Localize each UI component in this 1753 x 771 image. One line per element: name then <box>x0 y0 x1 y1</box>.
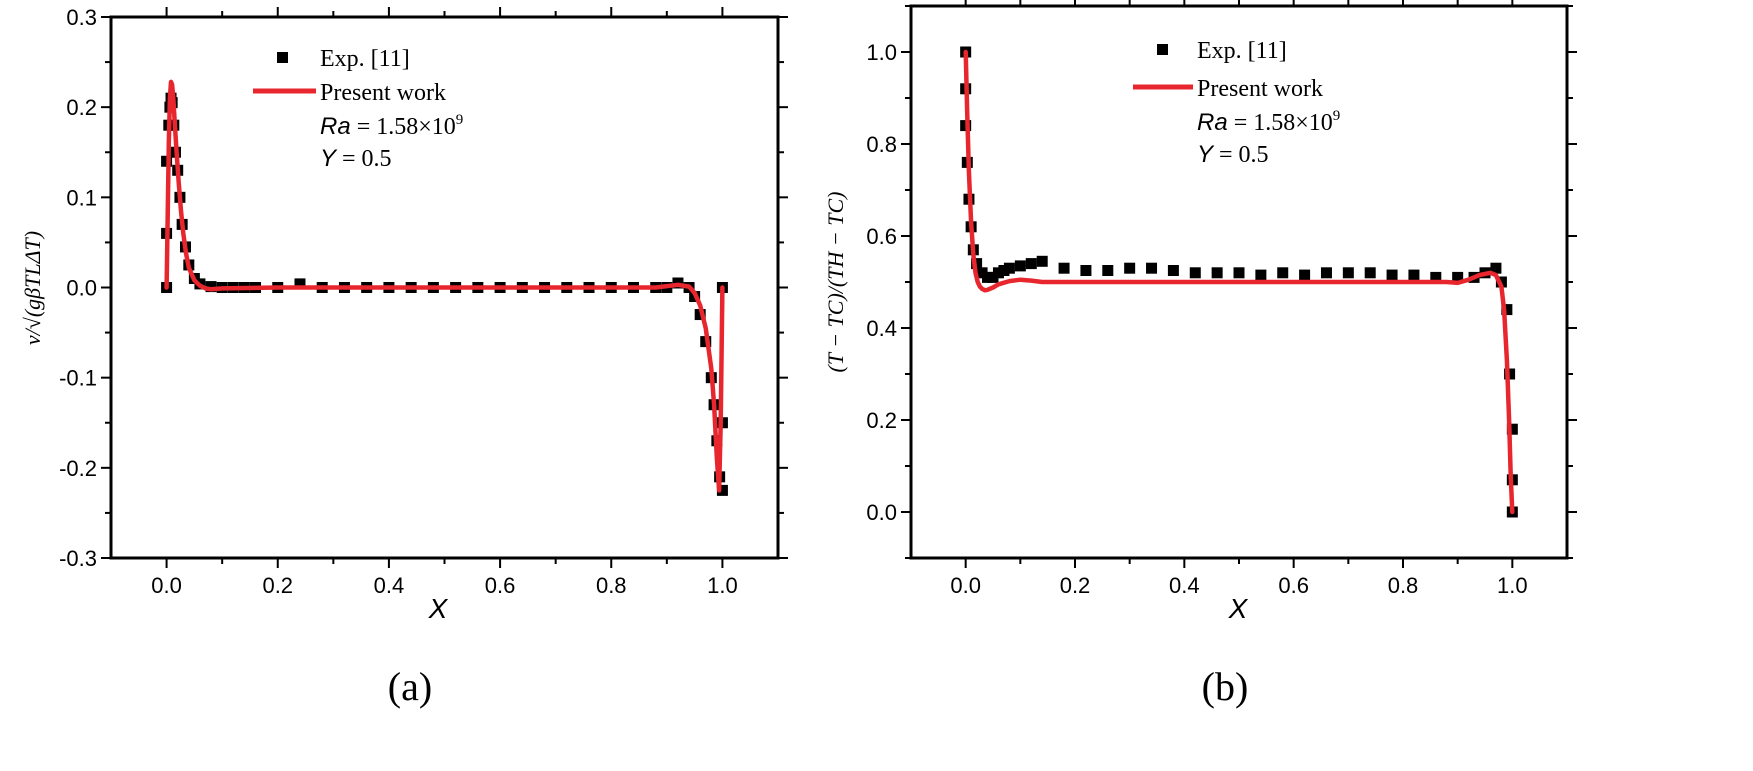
chart-panel-a: 0.0 0.2 0.4 0.6 0.8 1.0 -0.3 -0.2 -0.1 0.0 0.1 0.2 0… <box>20 5 788 709</box>
x-axis-title-a: X <box>428 593 449 624</box>
y-annotation-b: Y = 0.5 <box>1197 141 1269 168</box>
x-axis-title-b: X <box>1228 593 1249 624</box>
ra-value-b: = 1.58×10 <box>1228 110 1333 136</box>
y-tick-label-b: 0.4 <box>866 316 897 341</box>
panel-label-b: (b) <box>1202 664 1249 709</box>
data-point-exp-a <box>294 278 306 290</box>
data-point-exp-b <box>1342 267 1354 279</box>
panel-label-a: (a) <box>388 664 432 709</box>
y-tick-label-b: 0.6 <box>866 224 897 249</box>
y-tick-label-a: -0.3 <box>59 546 97 571</box>
data-point-exp-b <box>1364 267 1376 279</box>
legend-label-exp-b: Exp. [11] <box>1197 38 1287 64</box>
y-tick-label-b: 0.8 <box>866 132 897 157</box>
data-point-exp-b <box>1408 269 1420 281</box>
data-point-exp-b <box>1189 267 1201 279</box>
axis-ticks-a: 0.0 0.2 0.4 0.6 0.8 1.0 -0.3 -0.2 -0.1 0.0 0.1 0.2 0… <box>59 5 788 598</box>
plot-area-b <box>960 46 1518 518</box>
x-tick-label-b: 0.4 <box>1169 573 1200 598</box>
x-tick-label-b: 1.0 <box>1497 573 1528 598</box>
y-tick-label-a: 0.2 <box>66 95 97 120</box>
data-point-exp-b <box>1320 267 1332 279</box>
x-tick-label-a: 0.0 <box>151 573 182 598</box>
data-point-exp-b <box>1003 262 1015 274</box>
y-tick-label-a: -0.1 <box>59 366 97 391</box>
ra-exponent-b: 9 <box>1333 108 1341 124</box>
data-point-exp-b <box>1452 271 1464 283</box>
legend-label-exp-a: Exp. [11] <box>320 46 410 72</box>
y-symbol-a: Y <box>320 145 338 172</box>
ra-symbol-a: Ra <box>320 113 351 140</box>
axis-ticks-b: 0.0 0.2 0.4 0.6 0.8 1.0 0.0 0.2 0.4 0.6 0.8 1.0 <box>866 0 1577 598</box>
y-value-a: = 0.5 <box>336 146 392 172</box>
series-line-present-work-b <box>963 49 1515 515</box>
y-symbol-b: Y <box>1197 141 1215 168</box>
y-annotation-a: Y = 0.5 <box>320 145 392 172</box>
y-tick-label-a: 0.0 <box>66 276 97 301</box>
x-tick-label-a: 1.0 <box>707 573 738 598</box>
legend-marker-exp-b <box>1157 44 1168 55</box>
y-axis-title-b: (T − TC)/(TH − TC) <box>823 192 848 373</box>
legend-a: Exp. [11] Present work <box>253 46 446 106</box>
data-point-exp-b <box>1501 304 1513 316</box>
data-point-exp-b <box>1255 269 1267 281</box>
ra-value-a: = 1.58×10 <box>351 114 456 140</box>
x-tick-label-b: 0.6 <box>1278 573 1309 598</box>
x-tick-label-a: 0.8 <box>596 573 627 598</box>
data-point-exp-a <box>716 484 728 496</box>
data-point-exp-b <box>1025 258 1037 270</box>
y-value-b: = 0.5 <box>1213 142 1269 168</box>
x-tick-label-b: 0.8 <box>1388 573 1419 598</box>
plot-area-a <box>161 79 728 496</box>
data-point-exp-b <box>1490 262 1502 274</box>
annotation-a: Ra = 1.58×109 Y = 0.5 <box>320 112 463 172</box>
x-tick-label-b: 0.2 <box>1060 573 1091 598</box>
data-point-exp-b <box>1211 267 1223 279</box>
y-tick-label-a: 0.1 <box>66 185 97 210</box>
y-tick-label-a: 0.3 <box>66 5 97 30</box>
x-tick-label-a: 0.4 <box>374 573 405 598</box>
data-point-exp-b <box>1036 255 1048 267</box>
legend-label-present-a: Present work <box>320 80 446 106</box>
data-point-exp-b <box>1058 262 1070 274</box>
legend-b: Exp. [11] Present work <box>1133 38 1323 102</box>
y-axis-title-a: v/√(gβTLΔT) <box>20 231 45 345</box>
data-point-exp-b <box>1233 267 1245 279</box>
data-point-exp-b <box>1146 262 1158 274</box>
x-tick-label-a: 0.2 <box>262 573 293 598</box>
data-point-exp-b <box>1299 269 1311 281</box>
ra-annotation-a: Ra = 1.58×109 <box>320 112 463 140</box>
legend-label-present-b: Present work <box>1197 76 1323 102</box>
data-point-exp-b <box>1124 262 1136 274</box>
ra-exponent-a: 9 <box>456 112 464 128</box>
y-tick-label-a: -0.2 <box>59 456 97 481</box>
series-line-present-work-a <box>164 79 725 493</box>
data-point-exp-b <box>1386 269 1398 281</box>
y-tick-label-b: 1.0 <box>866 40 897 65</box>
ra-symbol-b: Ra <box>1197 109 1228 136</box>
annotation-b: Ra = 1.58×109 Y = 0.5 <box>1197 108 1340 168</box>
y-tick-label-b: 0.2 <box>866 408 897 433</box>
data-point-exp-a <box>205 281 217 293</box>
data-point-exp-b <box>1277 267 1289 279</box>
legend-marker-exp-a <box>277 52 288 63</box>
x-tick-label-a: 0.6 <box>485 573 516 598</box>
ra-annotation-b: Ra = 1.58×109 <box>1197 108 1340 136</box>
data-point-exp-b <box>1430 271 1442 283</box>
y-tick-label-b: 0.0 <box>866 500 897 525</box>
data-point-exp-b <box>1014 260 1026 272</box>
chart-panel-b: 0.0 0.2 0.4 0.6 0.8 1.0 0.0 0.2 0.4 0.6 0.8 1.0 Exp… <box>823 0 1577 709</box>
x-tick-label-b: 0.0 <box>950 573 981 598</box>
data-point-exp-b <box>1167 265 1179 276</box>
data-point-exp-b <box>1102 265 1114 276</box>
data-point-exp-b <box>1080 265 1092 276</box>
data-point-exp-b <box>1506 423 1518 435</box>
